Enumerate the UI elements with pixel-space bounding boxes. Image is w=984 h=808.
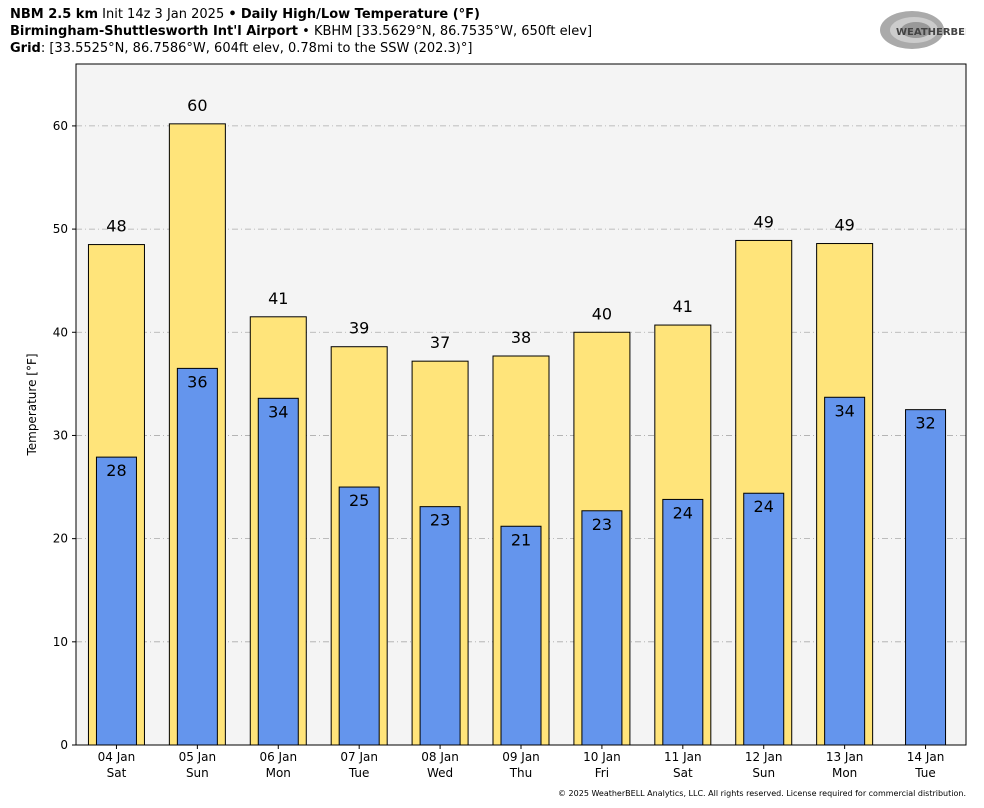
low-value-label: 28: [106, 461, 126, 480]
x-tick-label-date: 09 Jan: [502, 750, 540, 764]
x-tick-label-day: Sat: [107, 766, 127, 780]
grid-label: Grid: [10, 41, 41, 56]
x-tick-label-date: 06 Jan: [259, 750, 297, 764]
high-value-label: 39: [349, 319, 369, 338]
x-tick-label-day: Fri: [595, 766, 609, 780]
low-bar: [905, 409, 947, 746]
high-value-label: 49: [834, 216, 854, 235]
low-bar: [338, 486, 380, 746]
y-tick-label: 10: [53, 635, 68, 649]
x-tick-label-day: Sun: [752, 766, 775, 780]
low-value-label: 24: [754, 497, 774, 516]
low-value-label: 23: [430, 511, 450, 530]
title-line-2: Birmingham-Shuttlesworth Int'l Airport •…: [10, 23, 592, 40]
low-value-label: 36: [187, 372, 207, 391]
y-tick-label: 60: [53, 119, 68, 133]
low-value-label: 21: [511, 530, 531, 549]
x-tick-label-date: 14 Jan: [907, 750, 945, 764]
low-bar: [257, 397, 299, 746]
low-value-label: 24: [673, 503, 693, 522]
x-tick-label-day: Sat: [673, 766, 693, 780]
plot-border: [75, 63, 967, 746]
high-value-label: 38: [511, 328, 531, 347]
x-tick-label-date: 13 Jan: [826, 750, 864, 764]
low-value-label: 32: [915, 414, 935, 433]
weatherbell-logo: WEATHERBELL: [880, 11, 966, 49]
copyright-footer: © 2025 WeatherBELL Analytics, LLC. All r…: [558, 789, 966, 798]
temperature-chart: 0 10 20 30 40 50 60 Temperature [°F] 48 28 04 Jan S…: [25, 63, 967, 780]
y-tick-label: 0: [60, 738, 68, 752]
x-tick-label-day: Thu: [509, 766, 533, 780]
x-tick-label-day: Tue: [914, 766, 936, 780]
low-value-label: 23: [592, 515, 612, 534]
high-value-label: 60: [187, 96, 207, 115]
x-tick-label-date: 04 Jan: [98, 750, 136, 764]
low-bar: [500, 525, 542, 746]
x-tick-label-date: 11 Jan: [664, 750, 702, 764]
y-axis-label: Temperature [°F]: [25, 353, 39, 456]
y-tick-label: 50: [53, 222, 68, 236]
station-info: KBHM [33.5629°N, 86.7535°W, 650ft elev]: [313, 24, 593, 39]
bullet: •: [228, 7, 237, 22]
low-value-label: 34: [834, 401, 854, 420]
title-line-3: Grid: [33.5525°N, 86.7586°W, 604ft elev,…: [10, 40, 472, 57]
low-bar: [419, 506, 461, 746]
high-value-label: 41: [268, 289, 288, 308]
svg-text:WEATHERBELL: WEATHERBELL: [896, 27, 966, 38]
title-line-1: NBM 2.5 km Init 14z 3 Jan 2025 • Daily H…: [10, 6, 480, 23]
low-value-label: 34: [268, 402, 288, 421]
low-bar: [662, 498, 704, 746]
x-tick-label-day: Wed: [427, 766, 453, 780]
high-value-label: 48: [106, 217, 126, 236]
low-bar: [743, 492, 785, 746]
model-name: NBM 2.5 km: [10, 7, 98, 22]
high-value-label: 37: [430, 333, 450, 352]
low-bar: [95, 456, 137, 746]
product-name: Daily High/Low Temperature (°F): [240, 7, 480, 22]
y-tick-label: 20: [53, 532, 68, 546]
x-tick-label-date: 12 Jan: [745, 750, 783, 764]
low-bar: [581, 510, 623, 746]
x-tick-label-day: Mon: [832, 766, 857, 780]
low-bar: [176, 367, 218, 746]
station-name: Birmingham-Shuttlesworth Int'l Airport: [10, 24, 299, 39]
low-bar: [824, 396, 866, 746]
high-value-label: 41: [673, 297, 693, 316]
x-tick-label-day: Tue: [348, 766, 370, 780]
grid-info: : [33.5525°N, 86.7586°W, 604ft elev, 0.7…: [40, 41, 473, 56]
high-value-label: 49: [754, 212, 774, 231]
init-time: Init 14z 3 Jan 2025: [102, 7, 225, 22]
y-tick-label: 30: [53, 428, 68, 442]
high-value-label: 40: [592, 304, 612, 323]
bullet: •: [302, 24, 310, 39]
x-tick-label-day: Mon: [266, 766, 291, 780]
y-tick-label: 40: [53, 325, 68, 339]
x-tick-label-date: 10 Jan: [583, 750, 621, 764]
x-tick-label-date: 05 Jan: [179, 750, 217, 764]
x-tick-label-date: 08 Jan: [421, 750, 459, 764]
x-tick-label-date: 07 Jan: [340, 750, 378, 764]
low-value-label: 25: [349, 491, 369, 510]
x-tick-label-day: Sun: [186, 766, 209, 780]
